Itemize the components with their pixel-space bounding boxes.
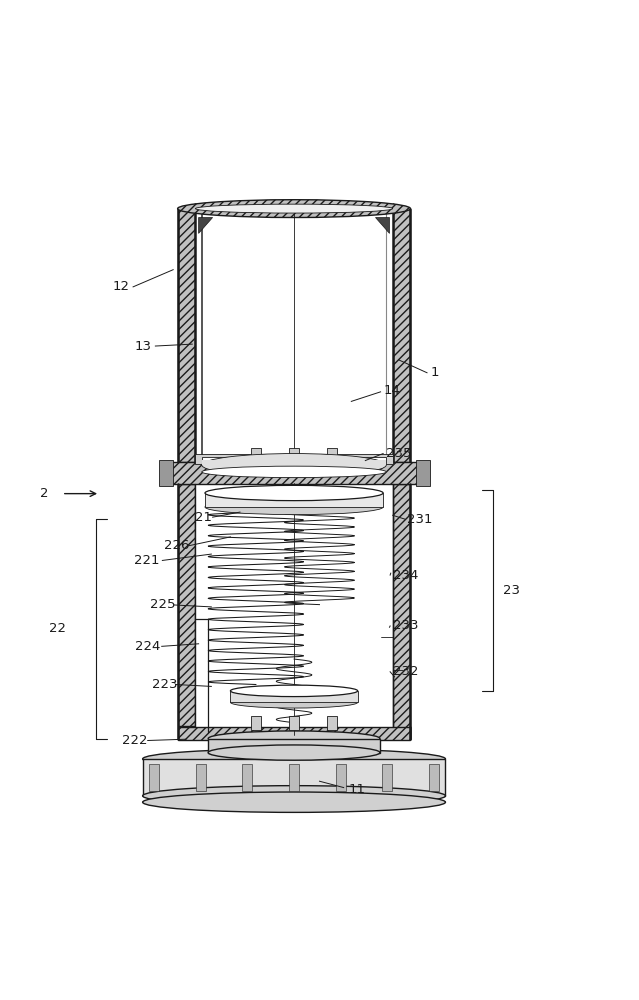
Text: 21: 21: [196, 511, 212, 524]
Ellipse shape: [208, 731, 380, 746]
Polygon shape: [393, 209, 410, 462]
Text: 23: 23: [503, 584, 520, 597]
Polygon shape: [250, 716, 261, 730]
Polygon shape: [196, 209, 393, 462]
Ellipse shape: [202, 454, 387, 476]
Ellipse shape: [142, 792, 445, 812]
Ellipse shape: [205, 485, 383, 501]
Polygon shape: [199, 218, 213, 233]
Polygon shape: [382, 764, 392, 791]
Text: 1: 1: [431, 366, 440, 379]
Polygon shape: [178, 209, 196, 462]
Text: 13: 13: [135, 340, 152, 353]
Polygon shape: [289, 448, 299, 462]
Text: 225: 225: [150, 598, 176, 611]
Ellipse shape: [231, 685, 358, 697]
Polygon shape: [208, 739, 380, 753]
Polygon shape: [202, 460, 387, 465]
Polygon shape: [205, 493, 383, 507]
Polygon shape: [158, 460, 173, 486]
Polygon shape: [202, 457, 387, 463]
Text: 12: 12: [112, 280, 130, 293]
Polygon shape: [393, 484, 410, 739]
Polygon shape: [196, 764, 206, 791]
Text: 234: 234: [393, 569, 418, 582]
Text: 233: 233: [393, 619, 418, 632]
Polygon shape: [250, 448, 261, 462]
Polygon shape: [196, 454, 393, 464]
Text: 14: 14: [383, 384, 400, 397]
Polygon shape: [142, 759, 445, 796]
Polygon shape: [429, 764, 439, 791]
Text: 226: 226: [164, 539, 190, 552]
Text: 232: 232: [393, 665, 418, 678]
Text: 231: 231: [407, 513, 433, 526]
Ellipse shape: [142, 749, 445, 769]
Polygon shape: [196, 484, 392, 739]
Ellipse shape: [205, 499, 383, 515]
Text: 2: 2: [40, 487, 49, 500]
Polygon shape: [178, 484, 196, 726]
Text: 224: 224: [135, 640, 160, 653]
Polygon shape: [376, 218, 390, 233]
Ellipse shape: [231, 697, 358, 708]
Polygon shape: [149, 764, 159, 791]
Polygon shape: [242, 764, 252, 791]
Text: 22: 22: [49, 622, 66, 635]
Polygon shape: [327, 448, 337, 462]
Polygon shape: [415, 460, 429, 486]
Text: 235: 235: [387, 447, 412, 460]
Ellipse shape: [142, 786, 445, 806]
Text: 223: 223: [151, 678, 177, 691]
Text: 222: 222: [122, 734, 148, 747]
Ellipse shape: [178, 200, 410, 218]
Ellipse shape: [202, 466, 387, 478]
Polygon shape: [231, 691, 358, 702]
Polygon shape: [289, 764, 299, 791]
Polygon shape: [178, 727, 410, 740]
Polygon shape: [335, 764, 346, 791]
Polygon shape: [289, 716, 299, 730]
Text: 221: 221: [134, 554, 159, 567]
Polygon shape: [327, 716, 337, 730]
Text: 11: 11: [348, 783, 365, 796]
Polygon shape: [170, 462, 418, 484]
Ellipse shape: [208, 745, 380, 760]
Ellipse shape: [196, 204, 393, 213]
